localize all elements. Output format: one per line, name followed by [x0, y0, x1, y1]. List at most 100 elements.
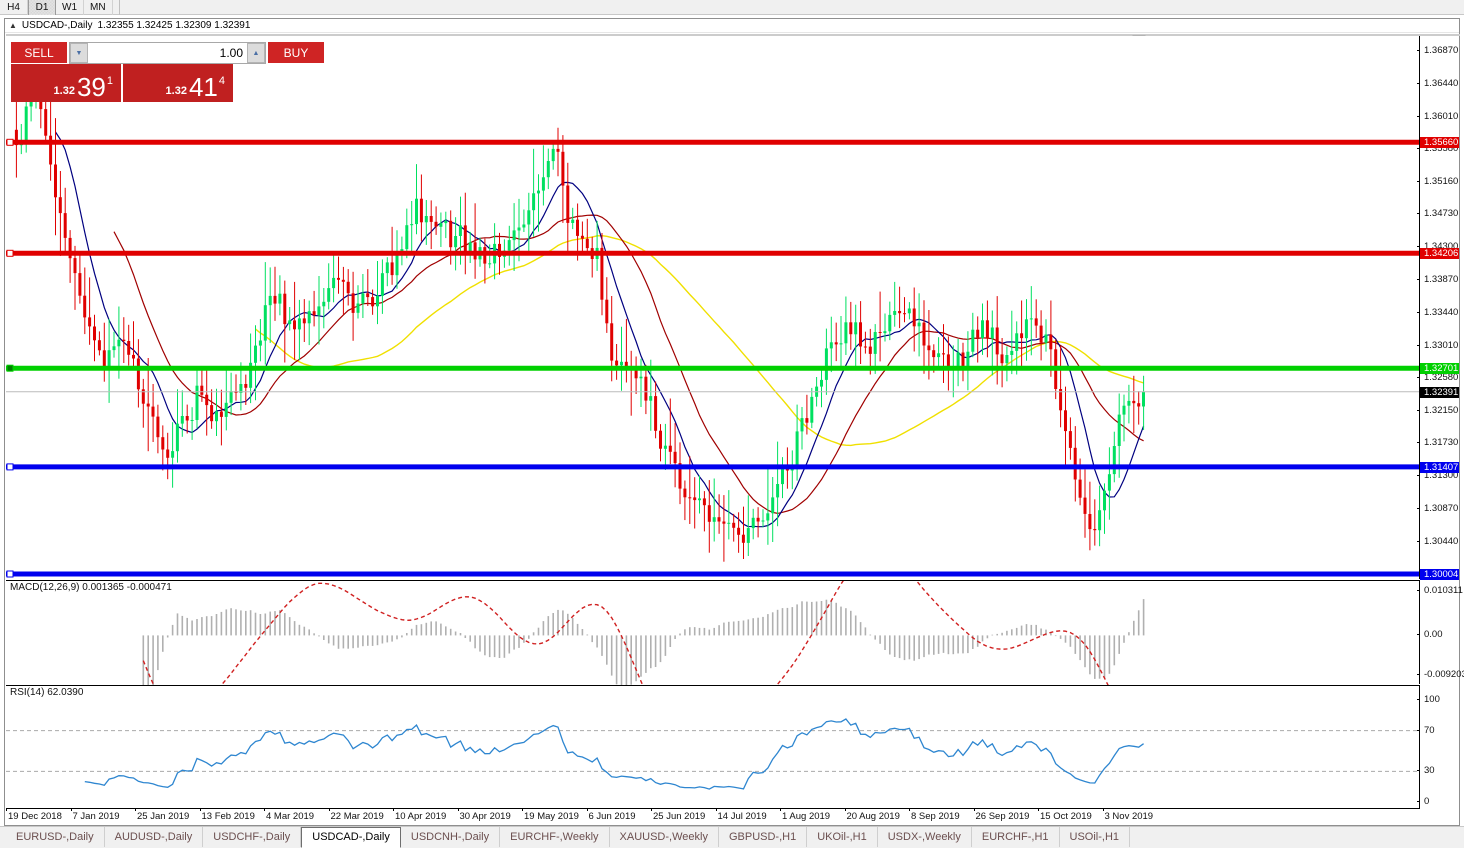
macd-svg [142, 548, 1145, 742]
chart-titlebar: ▲ USDCAD-,Daily 1.32355 1.32425 1.32309 … [5, 19, 1459, 33]
date-tick: 19 Dec 2018 [6, 808, 62, 822]
price-scale-axis[interactable]: 1.36870 1.36440 1.36010 1.35580 1.35160 1.347… [1417, 36, 1459, 580]
chart-ohlc-readout: 1.32355 1.32425 1.32309 1.32391 [97, 20, 251, 31]
sell-price-cell[interactable]: 1.32 39 1 [11, 64, 121, 102]
timeframe-mn[interactable]: MN [84, 0, 113, 15]
rsi-scale-axis: 100 70 30 0 [1417, 685, 1459, 809]
date-tick: 26 Sep 2019 [973, 808, 1030, 822]
macd-tick: -0.009203 [1417, 669, 1464, 680]
sell-price-pips: 39 [76, 72, 106, 102]
price-tick: 1.36870 [1417, 45, 1459, 56]
price-tick: 1.32580 [1417, 372, 1459, 383]
date-tick: 14 Jul 2019 [715, 808, 767, 822]
resistance-level-label: 1.34206 [1420, 248, 1459, 260]
rsi-tick: 70 [1417, 725, 1459, 736]
rsi-subwindow[interactable]: RSI(14) 62.0390 [6, 685, 1420, 809]
volume-input[interactable] [88, 43, 247, 63]
date-tick: 6 Jun 2019 [586, 808, 636, 822]
price-tick: 1.36010 [1417, 111, 1459, 122]
resistance-level-label: 1.35660 [1420, 137, 1459, 149]
price-tick: 1.30870 [1417, 503, 1459, 514]
horizontal-scroll-track[interactable] [6, 34, 1460, 36]
sell-button[interactable]: SELL [11, 42, 67, 64]
support-level-label: 1.30004 [1420, 569, 1459, 580]
one-click-trading-panel[interactable]: SELL ▼ ▲ BUY 1.32 39 1 [11, 42, 324, 102]
rsi-svg [6, 718, 1420, 790]
date-tick: 22 Mar 2019 [328, 808, 384, 822]
date-tick: 1 Aug 2019 [779, 808, 831, 822]
rsi-label: RSI(14) 62.0390 [10, 687, 84, 698]
date-tick: 20 Aug 2019 [844, 808, 900, 822]
rsi-tick: 0 [1417, 796, 1459, 807]
price-tick: 1.33440 [1417, 307, 1459, 318]
timeframe-h4[interactable]: H4 [0, 0, 28, 15]
macd-label: MACD(12,26,9) 0.001365 -0.000471 [10, 582, 172, 593]
sell-price-prefix: 1.32 [53, 85, 75, 97]
chart-tabbar: EURUSD-,Daily AUDUSD-,Daily USDCHF-,Daily U… [0, 826, 1464, 848]
price-tick: 1.33870 [1417, 274, 1459, 285]
price-tick: 1.31300 [1417, 470, 1459, 481]
sell-price-fraction: 1 [106, 75, 113, 87]
chart-symbol-title: USDCAD-,Daily [21, 20, 93, 31]
timeframe-toolbar: H4 D1 W1 MN [0, 0, 1464, 15]
date-tick: 30 Apr 2019 [457, 808, 511, 822]
buy-price-fraction: 4 [218, 75, 225, 87]
date-axis: 19 Dec 2018 7 Jan 2019 25 Jan 2019 13 Feb 2… [6, 808, 1420, 824]
chart-tab-usdcnh--daily[interactable]: USDCNH-,Daily [401, 827, 501, 847]
date-tick: 7 Jan 2019 [70, 808, 120, 822]
chart-tab-audusd--daily[interactable]: AUDUSD-,Daily [105, 827, 204, 847]
rsi-tick: 30 [1417, 765, 1459, 776]
macd-scale-axis: 0.010311 0.00 -0.009203 [1417, 580, 1464, 684]
volume-increase-icon[interactable]: ▲ [247, 43, 265, 63]
volume-decrease-icon[interactable]: ▼ [70, 43, 88, 63]
toolbar-separator [118, 0, 120, 15]
price-tick: 1.35160 [1417, 176, 1459, 187]
volume-control[interactable]: ▼ ▲ [69, 42, 266, 64]
buy-button[interactable]: BUY [268, 42, 324, 64]
date-tick: 25 Jan 2019 [134, 808, 190, 822]
price-tick: 1.32150 [1417, 405, 1459, 416]
collapse-triangle-icon[interactable]: ▲ [9, 20, 17, 30]
date-tick: 15 Oct 2019 [1038, 808, 1092, 822]
price-chart-plot[interactable] [6, 36, 1420, 579]
date-tick: 25 Jun 2019 [650, 808, 706, 822]
macd-tick: 0.010311 [1417, 585, 1463, 596]
price-tick: 1.36440 [1417, 78, 1459, 89]
buy-price-cell[interactable]: 1.32 41 4 [123, 64, 233, 102]
chart-tab-ukoil--h1[interactable]: UKOil-,H1 [807, 827, 878, 847]
price-tick: 1.30440 [1417, 536, 1459, 547]
chart-tab-gbpusd--h1[interactable]: GBPUSD-,H1 [719, 827, 808, 847]
chart-tab-eurusd--daily[interactable]: EURUSD-,Daily [6, 827, 105, 847]
chart-tab-usoil--h1[interactable]: USOil-,H1 [1060, 827, 1131, 847]
chart-tab-usdchf--daily[interactable]: USDCHF-,Daily [203, 827, 302, 847]
price-tick: 1.34300 [1417, 241, 1459, 252]
buy-price-prefix: 1.32 [165, 85, 187, 97]
timeframe-d1[interactable]: D1 [28, 0, 56, 15]
price-tick: 1.34730 [1417, 208, 1459, 219]
chart-tab-eurchf--h1[interactable]: EURCHF-,H1 [972, 827, 1060, 847]
trade-panel-header: SELL ▼ ▲ BUY [11, 42, 324, 64]
candlestick-svg [6, 50, 1420, 578]
price-tick: 1.33010 [1417, 340, 1459, 351]
date-tick: 19 May 2019 [522, 808, 579, 822]
chart-tab-usdx--weekly[interactable]: USDX-,Weekly [878, 827, 972, 847]
macd-tick: 0.00 [1417, 629, 1459, 640]
timeframe-w1[interactable]: W1 [56, 0, 84, 15]
buy-price-pips: 41 [188, 72, 218, 102]
date-tick: 8 Sep 2019 [909, 808, 960, 822]
macd-subwindow[interactable]: MACD(12,26,9) 0.001365 -0.000471 [6, 548, 1420, 742]
chart-tab-usdcad--daily[interactable]: USDCAD-,Daily [301, 827, 401, 848]
support-level-label: 1.31407 [1420, 461, 1459, 473]
chart-window: ▲ USDCAD-,Daily 1.32355 1.32425 1.32309 … [4, 18, 1464, 826]
chart-tab-xauusd--weekly[interactable]: XAUUSD-,Weekly [610, 827, 719, 847]
date-tick: 10 Apr 2019 [392, 808, 447, 822]
trade-price-row: 1.32 39 1 1.32 41 4 [11, 64, 233, 102]
current-price-label: 1.32391 [1420, 386, 1459, 398]
chart-tab-eurchf--weekly[interactable]: EURCHF-,Weekly [500, 827, 610, 847]
support-level-label: 1.32701 [1420, 363, 1459, 375]
date-tick: 13 Feb 2019 [199, 808, 255, 822]
date-tick: 4 Mar 2019 [263, 808, 315, 822]
price-tick: 1.31730 [1417, 437, 1459, 448]
price-tick: 1.35580 [1417, 143, 1459, 154]
